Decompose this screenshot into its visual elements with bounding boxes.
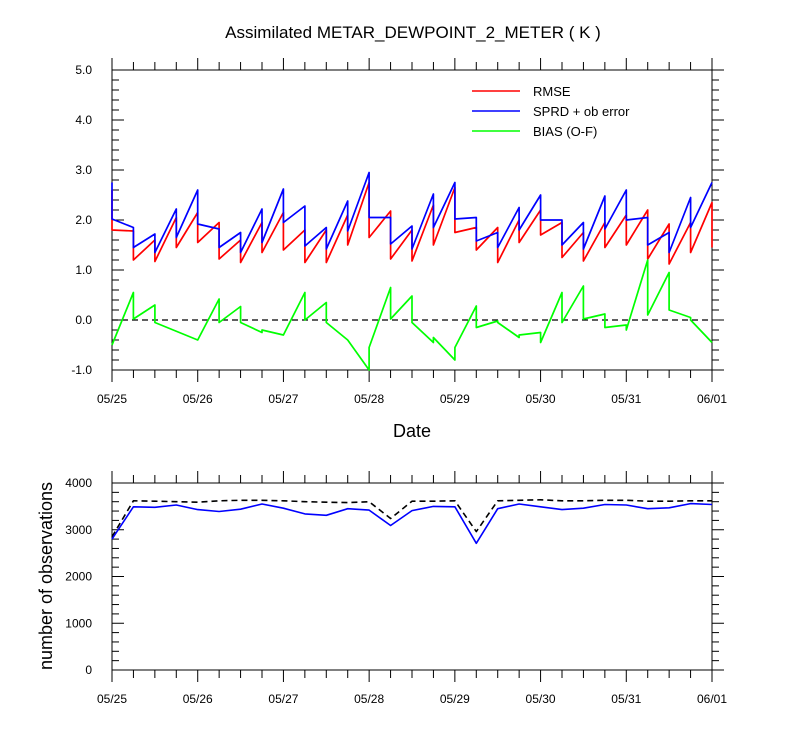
x-tick-label: 05/31 bbox=[611, 392, 641, 406]
legend: RMSE SPRD + ob error BIAS (O-F) bbox=[472, 84, 630, 139]
series-line-sprd-ob-error bbox=[111, 171, 713, 254]
bottom-tick-labels: 05/25 05/26 05/27 05/28 05/29 05/30 05/31 06/01… bbox=[65, 476, 727, 706]
top-series-lines bbox=[111, 171, 713, 371]
x-tick-label: 05/25 bbox=[97, 692, 127, 706]
top-tick-labels: 05/25 05/26 05/27 05/28 05/29 05/30 05/31 06/01… bbox=[71, 63, 727, 406]
bottom-ticks bbox=[111, 471, 724, 682]
x-tick-label: 05/31 bbox=[611, 692, 641, 706]
x-tick-label: 05/30 bbox=[526, 392, 556, 406]
legend-label-bias: BIAS (O-F) bbox=[533, 124, 597, 139]
series-line-possible bbox=[111, 498, 712, 538]
chart-title: Assimilated METAR_DEWPOINT_2_METER ( K ) bbox=[225, 23, 601, 42]
x-tick-label: 05/27 bbox=[268, 692, 298, 706]
top-panel: Assimilated METAR_DEWPOINT_2_METER ( K )… bbox=[71, 23, 727, 441]
x-tick-label: 05/29 bbox=[440, 692, 470, 706]
x-tick-label: 05/28 bbox=[354, 692, 384, 706]
series-line-bias-o-f bbox=[111, 259, 713, 371]
series-line-assimilated bbox=[111, 502, 713, 545]
y-axis-title-observations: number of observations bbox=[36, 482, 56, 670]
y-tick-label: 4.0 bbox=[75, 113, 92, 127]
y-tick-label: 3000 bbox=[65, 523, 92, 537]
y-tick-label: 1.0 bbox=[75, 263, 92, 277]
x-tick-label: 05/29 bbox=[440, 392, 470, 406]
bottom-panel: 05/25 05/26 05/27 05/28 05/29 05/30 05/31 06/01… bbox=[36, 471, 727, 706]
y-tick-label: 5.0 bbox=[75, 63, 92, 77]
x-tick-label: 05/26 bbox=[183, 392, 213, 406]
x-tick-label: 05/28 bbox=[354, 392, 384, 406]
y-tick-label: 0.0 bbox=[75, 313, 92, 327]
bottom-series-lines bbox=[111, 498, 713, 545]
y-tick-label: 1000 bbox=[65, 616, 92, 630]
top-ticks bbox=[111, 58, 724, 382]
x-tick-label: 06/01 bbox=[697, 692, 727, 706]
x-tick-label: 05/26 bbox=[183, 692, 213, 706]
y-tick-label: 0 bbox=[85, 663, 92, 677]
x-axis-title: Date bbox=[393, 421, 431, 441]
y-tick-label: 4000 bbox=[65, 476, 92, 490]
legend-label-rmse: RMSE bbox=[533, 84, 571, 99]
y-tick-label: -1.0 bbox=[71, 363, 92, 377]
x-tick-label: 05/27 bbox=[268, 392, 298, 406]
series-line-rmse bbox=[111, 181, 713, 265]
y-tick-label: 3.0 bbox=[75, 163, 92, 177]
x-tick-label: 05/30 bbox=[526, 692, 556, 706]
y-tick-label: 2000 bbox=[65, 570, 92, 584]
x-tick-label: 05/25 bbox=[97, 392, 127, 406]
y-tick-label: 2.0 bbox=[75, 213, 92, 227]
legend-label-sprd: SPRD + ob error bbox=[533, 104, 630, 119]
x-tick-label: 06/01 bbox=[697, 392, 727, 406]
